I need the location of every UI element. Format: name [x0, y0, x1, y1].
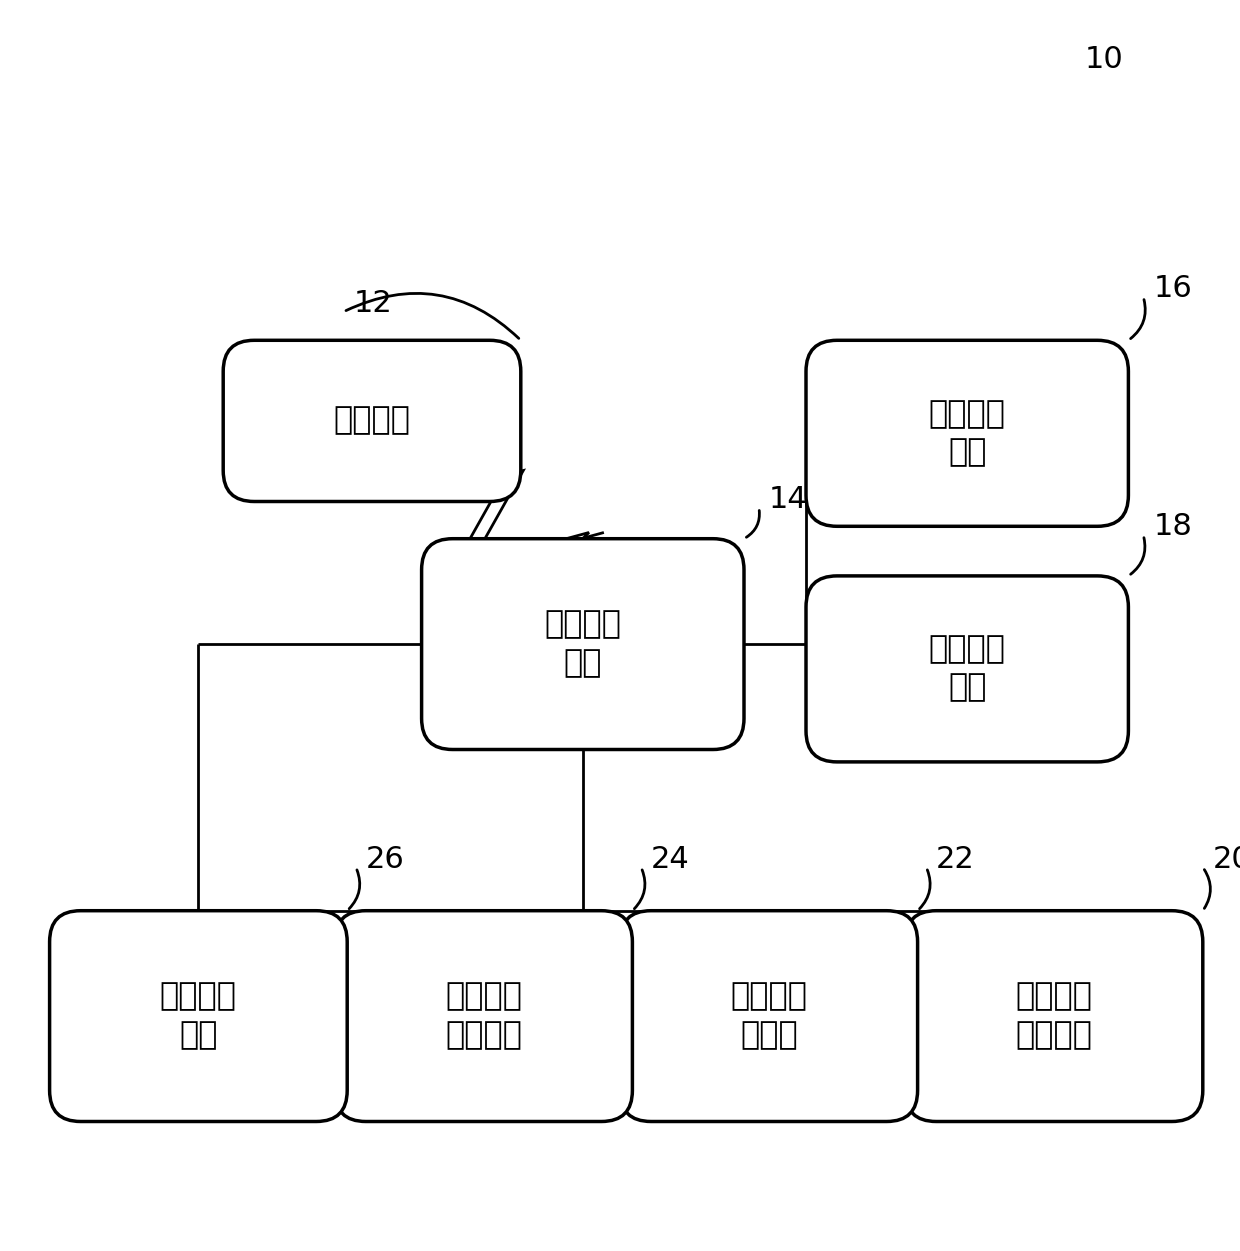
Text: 电子动力
转向单元: 电子动力 转向单元	[445, 982, 522, 1051]
FancyBboxPatch shape	[50, 911, 347, 1121]
Text: 车用微控
制器: 车用微控 制器	[929, 634, 1006, 703]
Text: 感测装置: 感测装置	[334, 405, 410, 437]
FancyBboxPatch shape	[620, 911, 918, 1121]
Text: 20: 20	[1213, 844, 1240, 873]
FancyBboxPatch shape	[335, 911, 632, 1121]
Text: 18: 18	[1153, 512, 1192, 542]
Text: 22: 22	[936, 844, 975, 873]
Text: 12: 12	[353, 289, 392, 318]
FancyBboxPatch shape	[422, 539, 744, 749]
FancyBboxPatch shape	[806, 575, 1128, 762]
Text: 防死锁煞
车单元: 防死锁煞 车单元	[730, 982, 807, 1051]
Text: 10: 10	[1085, 45, 1123, 74]
FancyBboxPatch shape	[905, 911, 1203, 1121]
Text: 电子控制
单元: 电子控制 单元	[929, 399, 1006, 468]
Text: 26: 26	[366, 844, 404, 873]
Text: 14: 14	[769, 485, 807, 514]
FancyBboxPatch shape	[223, 340, 521, 502]
Text: 先进驾驶
辅助单元: 先进驾驶 辅助单元	[1016, 982, 1092, 1051]
Text: 24: 24	[651, 844, 689, 873]
FancyBboxPatch shape	[806, 340, 1128, 527]
Text: 车用控制
单元: 车用控制 单元	[544, 609, 621, 679]
Text: 16: 16	[1153, 274, 1192, 303]
Text: 人机接口
单元: 人机接口 单元	[160, 982, 237, 1051]
